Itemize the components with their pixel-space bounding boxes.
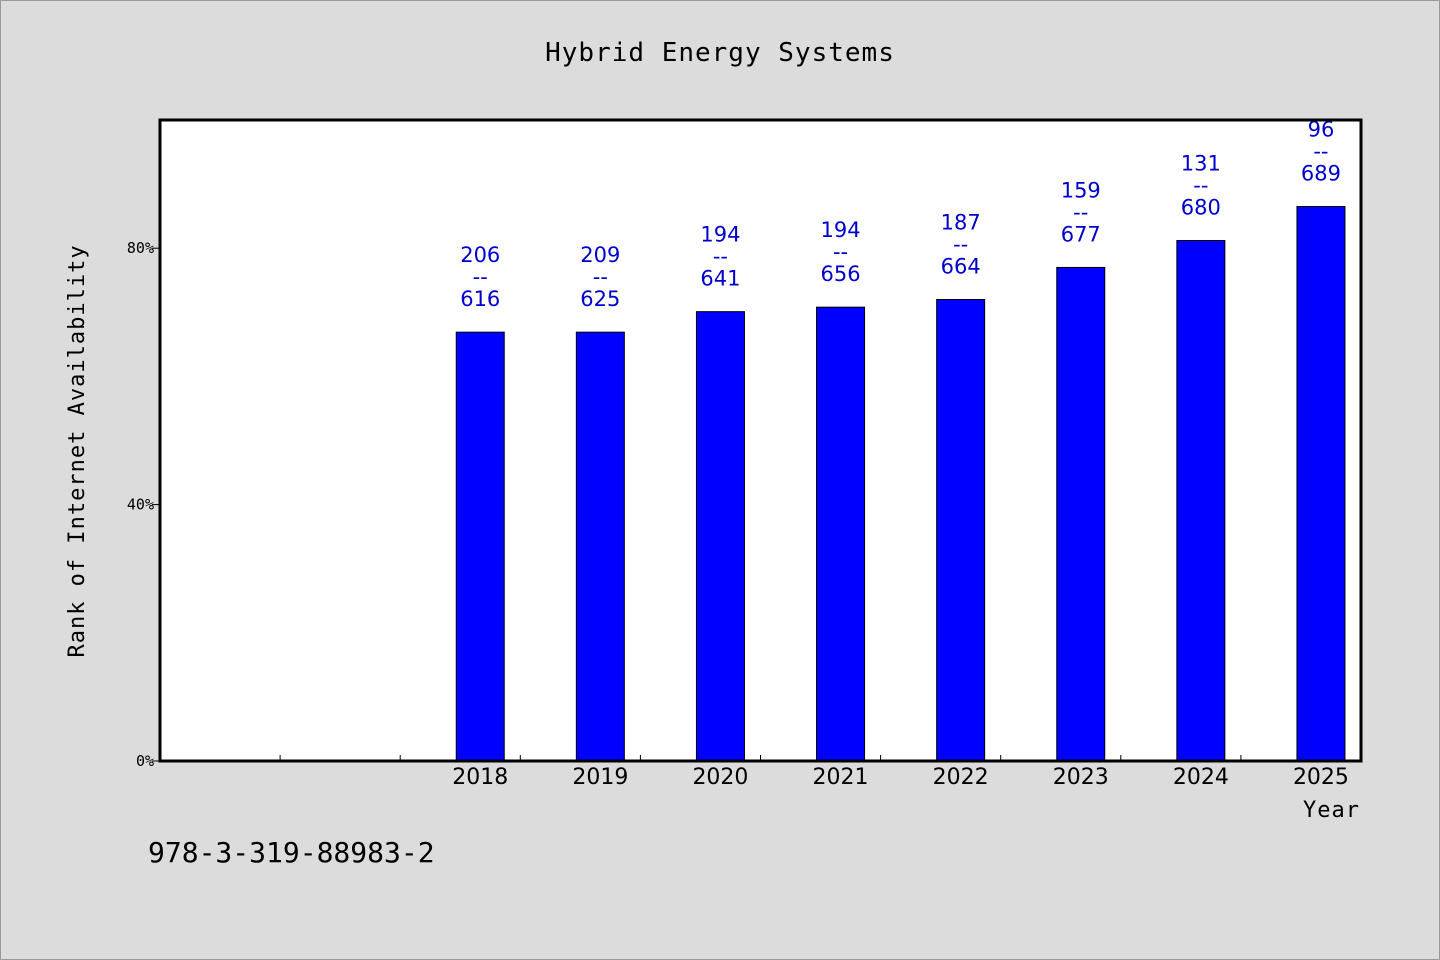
y-tick-label: 80% xyxy=(127,239,154,257)
x-tick-label: 2024 xyxy=(1173,765,1229,790)
data-label-2022: 664 xyxy=(941,254,981,278)
y-tick-label: 40% xyxy=(127,496,154,514)
x-tick-label: 2018 xyxy=(452,765,508,790)
data-label-2023: 677 xyxy=(1061,222,1101,246)
x-tick-label: 2025 xyxy=(1293,765,1349,790)
data-label-2025: -- xyxy=(1313,140,1328,164)
bar-2022 xyxy=(936,298,986,762)
data-label-2022: -- xyxy=(953,232,968,256)
bars-group xyxy=(455,206,1346,762)
y-tick-label: 0% xyxy=(136,752,154,770)
x-axis-label: Year xyxy=(1303,798,1360,823)
data-label-2020: 641 xyxy=(700,267,740,291)
footer-code: 978-3-319-88983-2 xyxy=(148,836,435,869)
data-label-2023: -- xyxy=(1073,200,1088,224)
bar-2021 xyxy=(816,306,866,762)
chart-title: Hybrid Energy Systems xyxy=(545,38,895,68)
data-label-2021: 194 xyxy=(821,218,861,242)
bar-2018 xyxy=(455,331,505,762)
x-tick-label: 2023 xyxy=(1053,765,1109,790)
data-label-2020: 194 xyxy=(700,223,740,247)
data-label-2021: 656 xyxy=(821,262,861,286)
data-labels-group: 206--616209--625194--641194--656187--664… xyxy=(460,118,1341,312)
data-label-2025: 689 xyxy=(1301,162,1341,186)
data-label-2018: 616 xyxy=(460,287,500,311)
bar-2019 xyxy=(575,331,625,762)
data-label-2025: 96 xyxy=(1308,118,1335,142)
x-tick-label: 2019 xyxy=(572,765,628,790)
bar-2023 xyxy=(1056,266,1106,762)
x-tick-label: 2022 xyxy=(933,765,989,790)
x-tick-label: 2021 xyxy=(813,765,869,790)
y-axis-label: Rank of Internet Availability xyxy=(65,244,90,657)
x-tick-label: 2020 xyxy=(692,765,748,790)
data-label-2019: 625 xyxy=(580,287,620,311)
data-label-2024: 131 xyxy=(1181,152,1221,176)
data-label-2018: -- xyxy=(473,265,488,289)
data-label-2021: -- xyxy=(833,240,848,264)
bar-2020 xyxy=(695,311,745,762)
data-label-2019: -- xyxy=(593,265,608,289)
data-label-2022: 187 xyxy=(941,210,981,234)
data-label-2019: 209 xyxy=(580,243,620,267)
bar-2025 xyxy=(1296,206,1346,762)
data-label-2023: 159 xyxy=(1061,178,1101,202)
data-label-2024: 680 xyxy=(1181,196,1221,220)
data-label-2018: 206 xyxy=(460,243,500,267)
data-label-2020: -- xyxy=(713,245,728,269)
x-axis: 2018 2019 2020 2021 2022 2023 2024 2025 xyxy=(279,755,1349,790)
plot-area xyxy=(160,120,1361,761)
data-label-2024: -- xyxy=(1193,174,1208,198)
bar-2024 xyxy=(1176,240,1226,762)
y-axis: 0% 40% 80% xyxy=(127,239,160,770)
